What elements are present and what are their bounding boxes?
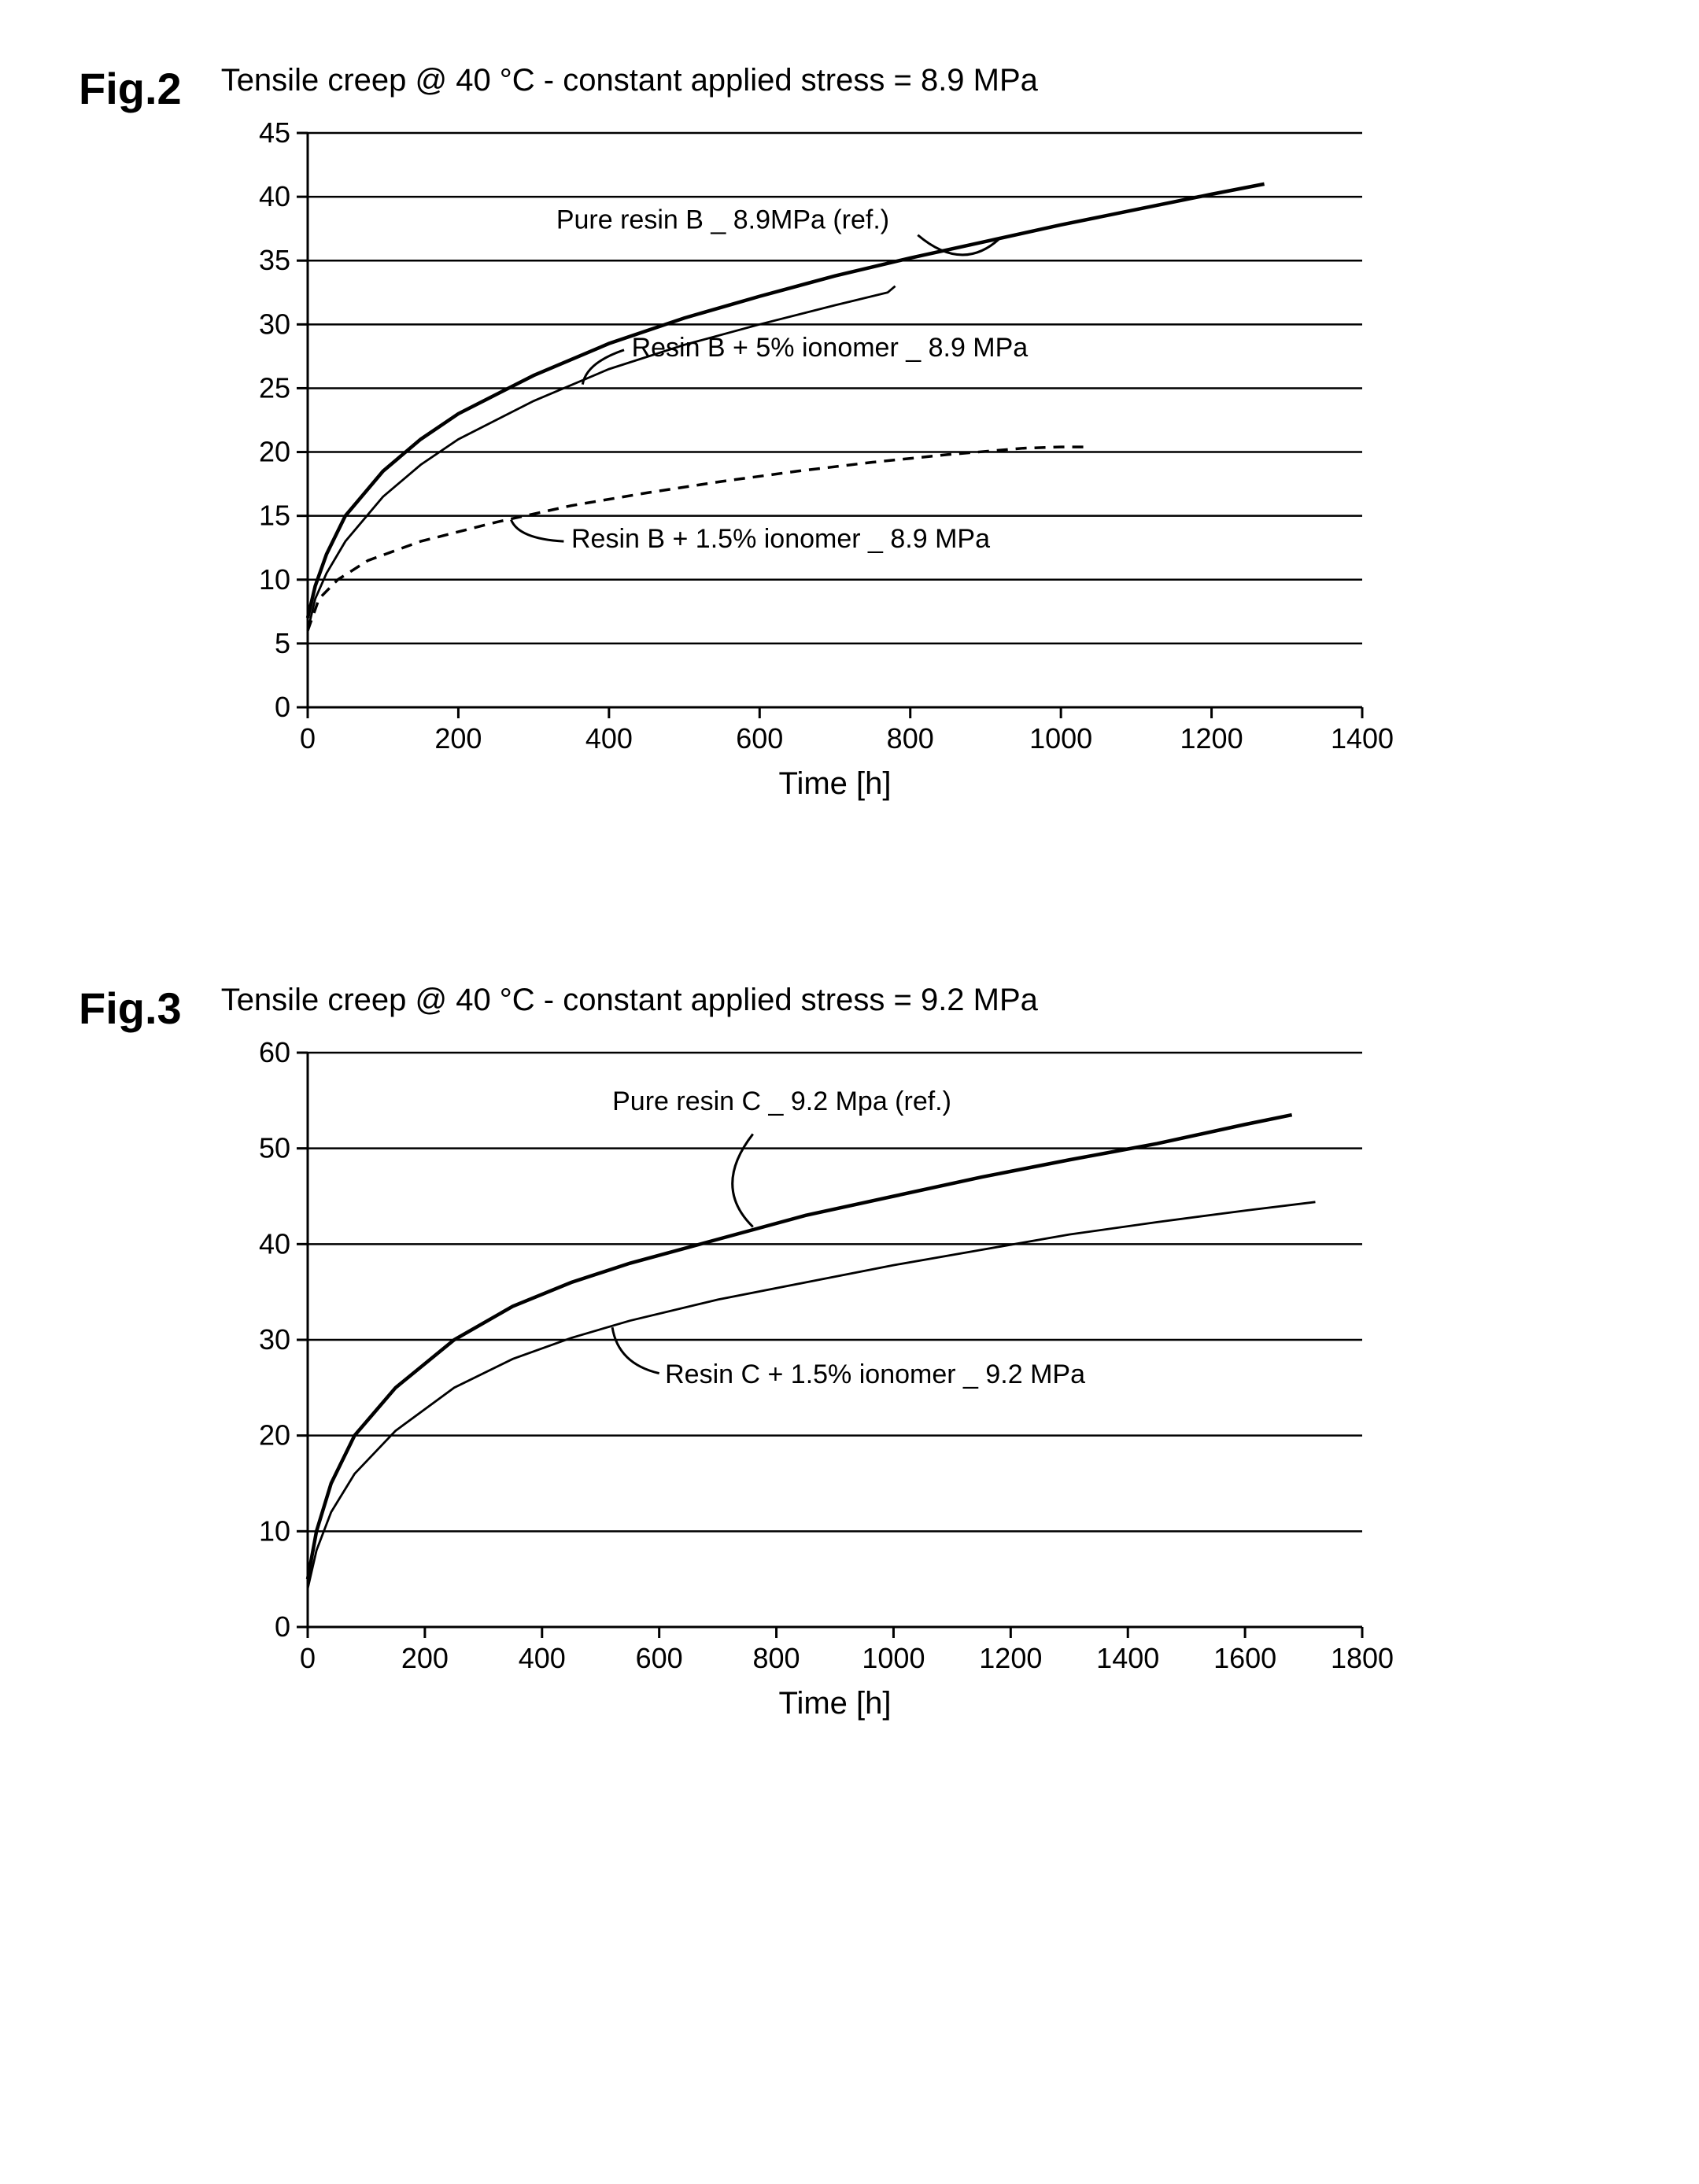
svg-text:30: 30	[259, 308, 290, 340]
svg-text:40: 40	[259, 180, 290, 212]
svg-text:50: 50	[259, 1132, 290, 1164]
series-annotation: Pure resin C _ 9.2 Mpa (ref.)	[612, 1086, 951, 1116]
figure-block: Fig.2 Tensile creep @ 40 °C - constant ap…	[79, 63, 1620, 825]
svg-text:1200: 1200	[1180, 722, 1243, 754]
svg-text:1200: 1200	[979, 1642, 1042, 1674]
svg-text:60: 60	[259, 1037, 290, 1068]
chart-svg: 0 5 10 15 20 25 30 35 40 45 0 200 400 600 800 1000 1200 1…	[213, 117, 1394, 825]
svg-text:800: 800	[886, 722, 933, 754]
series-annotation: Resin C + 1.5% ionomer _ 9.2 MPa	[665, 1359, 1085, 1389]
figure-label: Fig.3	[79, 983, 182, 1034]
svg-text:600: 600	[635, 1642, 682, 1674]
svg-text:1600: 1600	[1213, 1642, 1276, 1674]
x-axis-title: Time [h]	[778, 1686, 891, 1721]
svg-text:15: 15	[259, 500, 290, 532]
svg-text:400: 400	[518, 1642, 565, 1674]
series-line	[308, 1115, 1292, 1579]
svg-text:5: 5	[275, 627, 290, 659]
svg-text:35: 35	[259, 244, 290, 276]
figure-label: Fig.2	[79, 63, 182, 114]
svg-text:1000: 1000	[862, 1642, 925, 1674]
svg-text:1400: 1400	[1096, 1642, 1159, 1674]
series-annotation: Resin B + 5% ionomer _ 8.9 MPa	[631, 333, 1028, 363]
series-annotation: Pure resin B _ 8.9MPa (ref.)	[556, 205, 889, 235]
chart-svg: 0102030405060020040060080010001200140016…	[213, 1037, 1394, 1745]
svg-text:200: 200	[401, 1642, 449, 1674]
svg-text:10: 10	[259, 563, 290, 596]
svg-text:0: 0	[300, 722, 316, 754]
svg-text:800: 800	[752, 1642, 800, 1674]
x-axis-title: Time [h]	[778, 766, 891, 801]
svg-text:45: 45	[259, 117, 290, 149]
svg-text:0: 0	[275, 691, 290, 723]
svg-text:10: 10	[259, 1514, 290, 1547]
chart-title: Tensile creep @ 40 °C - constant applied…	[221, 63, 1394, 98]
svg-text:40: 40	[259, 1227, 290, 1260]
svg-text:0: 0	[300, 1642, 316, 1674]
svg-text:25: 25	[259, 371, 290, 404]
svg-text:600: 600	[736, 722, 783, 754]
svg-text:0: 0	[275, 1610, 290, 1643]
figure-block: Fig.3 Tensile creep @ 40 °C - constant ap…	[79, 983, 1620, 1745]
svg-text:200: 200	[434, 722, 482, 754]
svg-text:1800: 1800	[1331, 1642, 1394, 1674]
svg-text:30: 30	[259, 1323, 290, 1356]
svg-text:1400: 1400	[1331, 722, 1394, 754]
svg-text:1000: 1000	[1029, 722, 1092, 754]
svg-text:20: 20	[259, 436, 290, 468]
svg-text:20: 20	[259, 1419, 290, 1452]
series-annotation: Resin B + 1.5% ionomer _ 8.9 MPa	[571, 524, 990, 554]
chart-title: Tensile creep @ 40 °C - constant applied…	[221, 983, 1394, 1018]
svg-text:400: 400	[585, 722, 633, 754]
